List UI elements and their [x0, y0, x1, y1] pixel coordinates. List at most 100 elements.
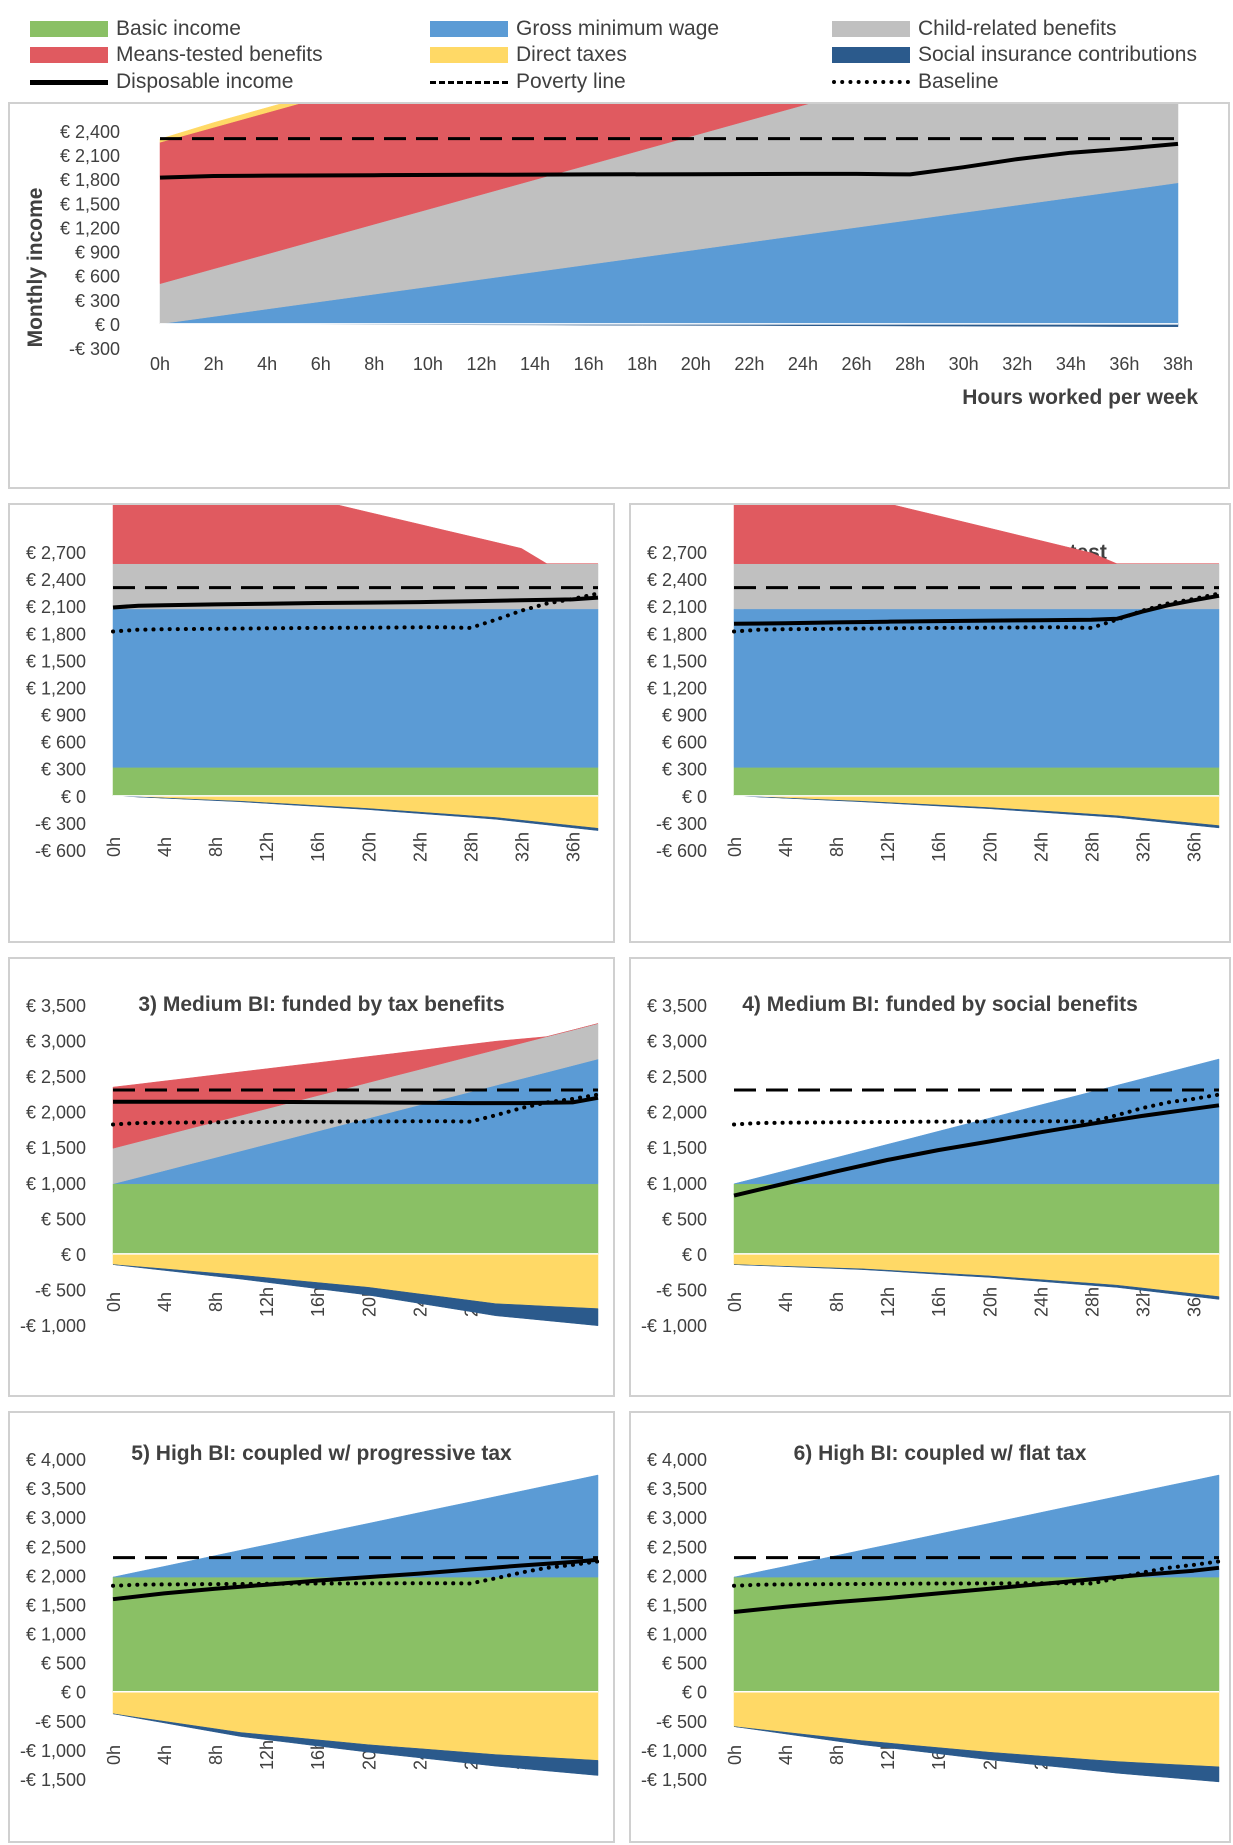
legend-label: Gross minimum wage [516, 17, 720, 40]
y-tick-label: € 1,000 [647, 1174, 707, 1194]
area-tax [159, 104, 299, 143]
x-tick-label: 14h [520, 354, 550, 374]
y-tick-label: € 1,000 [647, 1625, 707, 1645]
y-tick-label: € 500 [662, 1209, 707, 1229]
y-tick-label: -€ 1,000 [20, 1741, 86, 1761]
y-tick-label: -€ 300 [35, 814, 86, 834]
area-wage [733, 1058, 1220, 1185]
y-tick-label: € 2,400 [26, 570, 86, 590]
y-tick-label: -€ 500 [656, 1712, 707, 1732]
y-tick-label: € 3,500 [647, 996, 707, 1016]
y-tick-label: € 2,700 [647, 543, 707, 563]
legend-line-base [832, 80, 910, 84]
y-tick-label: € 2,500 [26, 1067, 86, 1087]
x-tick-label: 24h [1031, 1287, 1051, 1317]
area-sic [112, 1713, 599, 1776]
x-tick-label: 0h [104, 837, 124, 857]
x-axis-title: Hours worked per week [962, 386, 1198, 409]
y-tick-label: € 1,500 [647, 1138, 707, 1158]
area-layers [733, 1058, 1220, 1300]
x-tick-label: 0h [150, 354, 170, 374]
area-layers [733, 1474, 1220, 1783]
legend-label: Poverty line [516, 70, 626, 93]
x-tick-label: 4h [776, 1292, 796, 1312]
y-tick-label: € 1,200 [647, 678, 707, 698]
y-tick-label: € 1,500 [26, 1595, 86, 1615]
x-tick-label: 0h [725, 1745, 745, 1765]
y-tick-label: € 300 [41, 760, 86, 780]
x-tick-label: 16h [308, 1287, 328, 1317]
y-tick-label: € 1,800 [647, 624, 707, 644]
y-tick-label: € 900 [75, 243, 120, 263]
x-tick-label: 28h [1082, 832, 1102, 862]
y-tick-label: -€ 1,500 [641, 1770, 707, 1790]
chart-scenario-1: 1) Low BI: not included in means-test-€ … [26, 505, 600, 862]
x-tick-label: 10h [413, 354, 443, 374]
area-basic [112, 1576, 599, 1692]
x-tick-label: 28h [895, 354, 925, 374]
x-tick-label: 4h [257, 354, 277, 374]
x-tick-label: 8h [206, 1292, 226, 1312]
chart-title: 4) Medium BI: funded by social benefits [742, 993, 1138, 1016]
y-tick-label: € 3,000 [647, 1032, 707, 1052]
x-tick-label: 8h [827, 837, 847, 857]
legend-swatch-basic [30, 21, 108, 37]
y-tick-label: € 4,000 [26, 1450, 86, 1470]
area-sic [112, 1264, 599, 1326]
y-tick-label: € 2,000 [647, 1566, 707, 1586]
x-tick-label: 20h [980, 832, 1000, 862]
y-tick-label: € 2,500 [647, 1537, 707, 1557]
x-tick-label: 4h [776, 1745, 796, 1765]
y-tick-label: € 1,500 [60, 194, 120, 214]
x-tick-label: 36h [563, 832, 583, 862]
baseline-line [111, 591, 600, 634]
disposable-income-line [112, 595, 599, 610]
area-wage [112, 608, 599, 768]
x-tick-label: 4h [776, 837, 796, 857]
y-tick-label: € 2,100 [60, 146, 120, 166]
legend-label: Basic income [116, 17, 241, 40]
y-tick-label: € 2,100 [26, 597, 86, 617]
x-tick-label: 24h [410, 832, 430, 862]
legend-label: Baseline [918, 70, 999, 93]
y-tick-label: -€ 500 [35, 1712, 86, 1732]
area-sic [733, 1726, 1220, 1783]
area-sic [112, 795, 599, 831]
legend-label: Direct taxes [516, 43, 627, 66]
legend-item-wage: Gross minimum wage [430, 16, 719, 42]
y-tick-label: € 900 [41, 706, 86, 726]
chart-scenario-6: 6) High BI: coupled w/ flat tax -€ 1,500 -… [641, 1442, 1221, 1790]
area-means [159, 104, 809, 285]
legend-label: Child-related benefits [918, 17, 1117, 40]
x-tick-label: 20h [359, 832, 379, 862]
chart-scenario-5: 5) High BI: coupled w/ progressive tax -€… [20, 1442, 600, 1790]
x-tick-label: 0h [104, 1292, 124, 1312]
y-tick-label: € 2,400 [60, 122, 120, 142]
y-tick-label: € 0 [95, 315, 120, 335]
disposable-income-line [733, 593, 1220, 626]
y-tick-label: € 3,500 [26, 1479, 86, 1499]
chart-panel-4: 4) Medium BI: funded by social benefits -… [629, 957, 1231, 1397]
x-tick-label: 12h [257, 1287, 277, 1317]
y-tick-label: € 3,500 [647, 1479, 707, 1499]
y-tick-label: € 0 [682, 1245, 707, 1265]
legend-item-sic: Social insurance contributions [832, 42, 1197, 68]
x-tick-label: 36h [1184, 832, 1204, 862]
legend-item-base: Baseline [832, 69, 999, 95]
x-tick-label: 8h [827, 1292, 847, 1312]
y-tick-label: € 3,000 [26, 1508, 86, 1528]
y-tick-label: -€ 600 [35, 841, 86, 861]
y-tick-label: € 600 [75, 267, 120, 287]
y-tick-label: € 2,100 [647, 597, 707, 617]
x-tick-label: 8h [206, 837, 226, 857]
legend-swatch-tax [430, 47, 508, 63]
y-tick-label: € 0 [61, 1245, 86, 1265]
y-tick-label: € 1,500 [647, 1595, 707, 1615]
area-layers [112, 505, 599, 831]
area-wage [112, 1474, 599, 1578]
legend-item-disp: Disposable income [30, 69, 293, 95]
y-tick-label: € 0 [682, 787, 707, 807]
y-tick-label: -€ 300 [656, 814, 707, 834]
x-tick-label: 0h [725, 1292, 745, 1312]
y-tick-label: € 1,800 [60, 170, 120, 190]
